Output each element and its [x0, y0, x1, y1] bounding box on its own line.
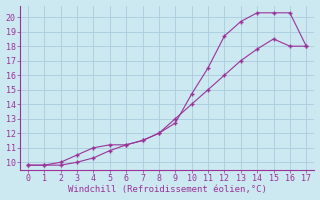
X-axis label: Windchill (Refroidissement éolien,°C): Windchill (Refroidissement éolien,°C) [68, 185, 267, 194]
